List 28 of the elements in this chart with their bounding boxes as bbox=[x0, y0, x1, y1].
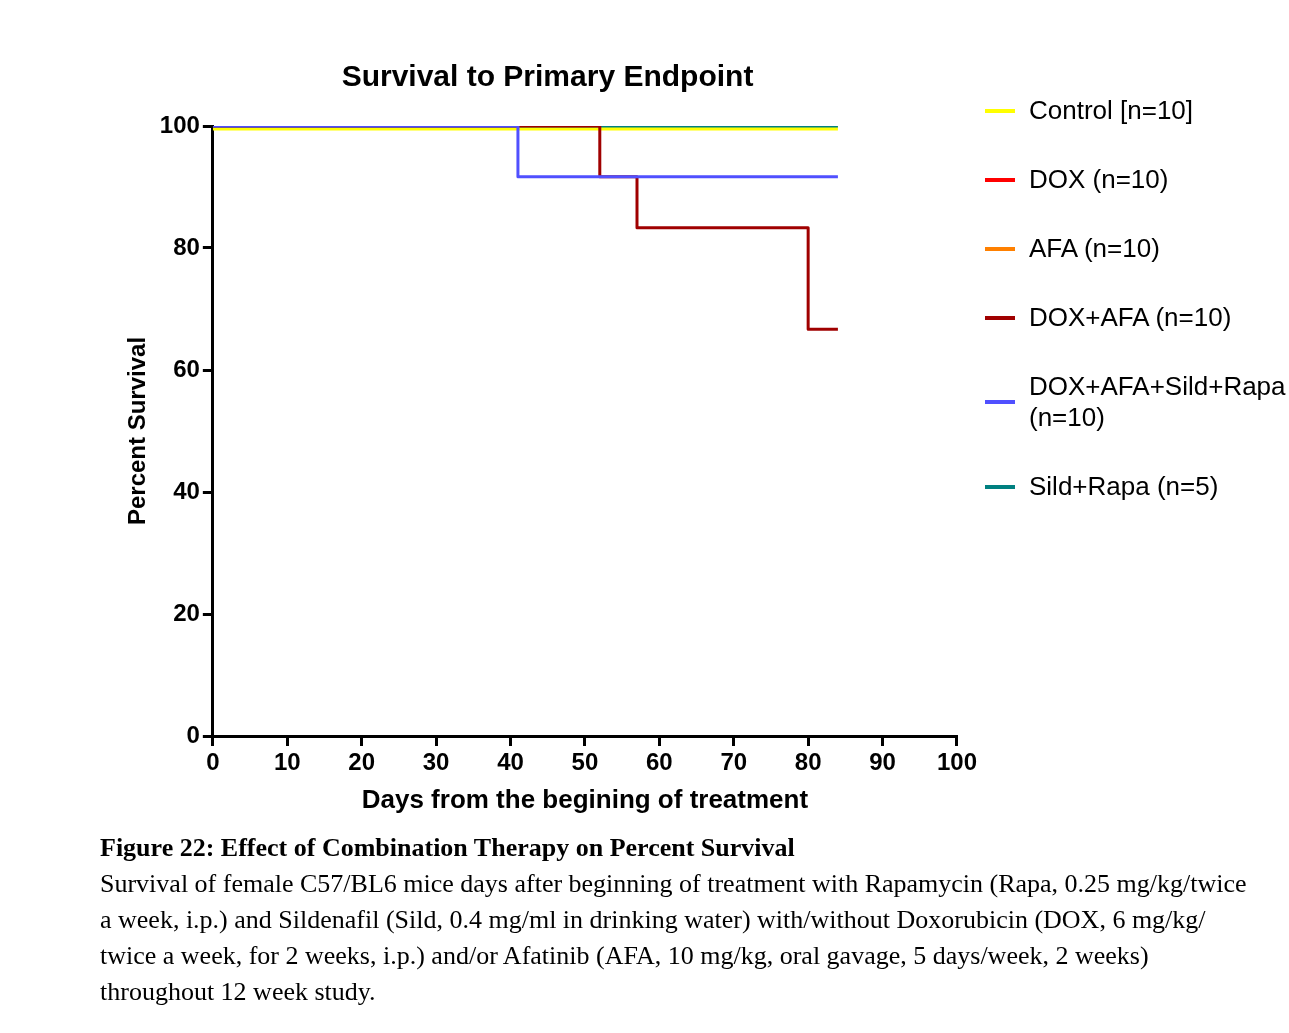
x-axis-title: Days from the begining of treatment bbox=[361, 783, 809, 814]
x-tick-label: 20 bbox=[348, 748, 376, 776]
x-tick-label: 50 bbox=[571, 748, 599, 776]
x-tick-label: 10 bbox=[273, 748, 301, 776]
y-tick-label: 20 bbox=[173, 598, 200, 626]
legend-label: Sild+Rapa (n=5) bbox=[1029, 471, 1219, 502]
text: Survival of female C57/BL6 mice days after beginning of treatment with Rapamycin (Rapa, 0.25 mg/kg/twice a week, i.p.) and Sildenafil (Sild, 0.4 mg/ml in drinking water) with/without Doxorubicin (DOX, 6 mg/kg/ twice a week, for 2 weeks, i.p.) and/or Afatinib (AFA, 10 mg/kg, oral gavage, 5 days/week, 2 weeks) throughout 12 week study. bbox=[100, 868, 1248, 1008]
y-tick-label: 60 bbox=[173, 354, 200, 382]
x-tick-label: 60 bbox=[645, 748, 673, 776]
y-tick-label: 0 bbox=[186, 720, 200, 748]
y-tick-label: 40 bbox=[173, 476, 200, 504]
x-tick-label: 30 bbox=[422, 748, 450, 776]
legend-label: DOX+AFA (n=10) bbox=[1029, 302, 1232, 333]
x-tick-label: 80 bbox=[794, 748, 822, 776]
x-tick-label: 100 bbox=[936, 748, 977, 776]
x-tick-label: 90 bbox=[869, 748, 896, 776]
y-tick-label: 80 bbox=[173, 232, 200, 260]
legend-label: DOX (n=10) bbox=[1029, 164, 1169, 195]
y-tick-label: 100 bbox=[159, 110, 200, 138]
x-tick-label: 70 bbox=[720, 748, 748, 776]
legend-label: Control [n=10] bbox=[1029, 95, 1194, 126]
x-tick-label: 40 bbox=[497, 748, 524, 776]
legend-label: AFA (n=10) bbox=[1029, 233, 1160, 264]
legend-label: DOX+AFA+Sild+Rapa (n=10) bbox=[1029, 371, 1286, 433]
x-tick-label: 0 bbox=[206, 748, 220, 776]
caption: Figure 22: Effect of Combination Therapy on Percent Survival bbox=[100, 832, 796, 864]
chart-title: Survival to Primary Endpoint bbox=[341, 59, 754, 93]
y-axis-title: Percent Survival bbox=[123, 336, 151, 526]
